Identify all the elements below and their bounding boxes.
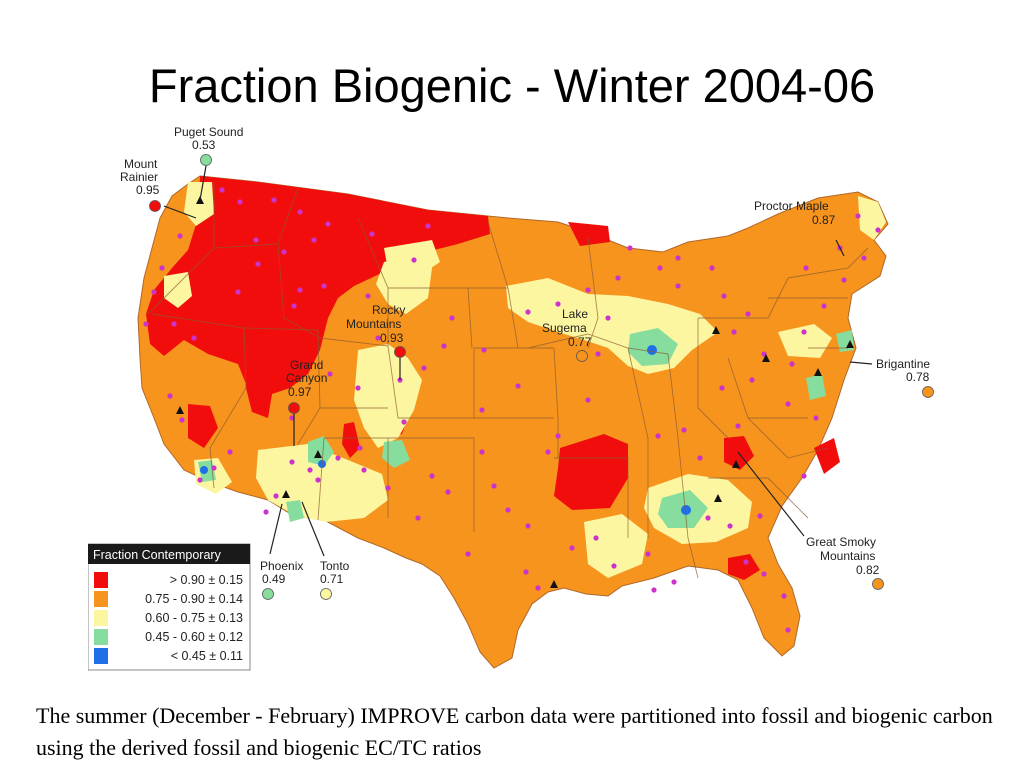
legend-label-yellow: 0.60 - 0.75 ± 0.13 — [145, 611, 243, 625]
legend-swatch-green — [94, 629, 108, 645]
legend-label-orange: 0.75 - 0.90 ± 0.14 — [145, 592, 243, 606]
blue-spot-los-angeles — [200, 466, 208, 474]
site-marker-mount-rainier — [149, 200, 161, 212]
svg-text:0.93: 0.93 — [380, 331, 404, 345]
site-label-great-smoky-mountains: Great Smoky Mountains 0.82 — [806, 535, 884, 590]
northwest-red-region — [146, 176, 490, 418]
green-region-virginia — [806, 374, 826, 400]
svg-text:Lake: Lake — [562, 307, 588, 321]
blue-spot-chicago — [647, 345, 657, 355]
site-marker-great-smoky-mountains — [872, 578, 884, 590]
yellow-region-new-york — [778, 324, 832, 358]
site-label-grand-canyon: Grand Canyon 0.97 — [286, 358, 327, 414]
slide-title: Fraction Biogenic - Winter 2004-06 — [148, 59, 876, 112]
site-marker-tonto — [320, 588, 332, 600]
legend-swatch-blue — [94, 648, 108, 664]
red-region-north-carolina — [814, 438, 840, 474]
site-label-proctor-maple: Proctor Maple 0.87 — [754, 199, 836, 227]
urban-site-markers — [176, 196, 854, 588]
svg-text:Proctor Maple: Proctor Maple — [754, 199, 829, 213]
legend-swatch-yellow — [94, 610, 108, 626]
svg-text:0.82: 0.82 — [856, 563, 880, 577]
svg-text:0.95: 0.95 — [136, 183, 160, 197]
site-marker-lake-sugema — [576, 350, 588, 362]
svg-text:0.97: 0.97 — [288, 385, 312, 399]
map-legend: Fraction Contemporary > 0.90 ± 0.15 0.75… — [88, 543, 251, 671]
svg-text:Tonto: Tonto — [320, 559, 350, 573]
site-label-mount-rainier: Mount Rainier 0.95 — [120, 157, 161, 212]
svg-text:Great Smoky: Great Smoky — [806, 535, 876, 549]
site-value-puget-sound: 0.53 — [192, 138, 216, 152]
site-label-brigantine: Brigantine 0.78 — [876, 357, 934, 398]
svg-text:Rainier: Rainier — [120, 170, 158, 184]
site-label-lake-sugema: Lake Sugema 0.77 — [542, 307, 592, 362]
legend-label-red: > 0.90 ± 0.15 — [170, 573, 243, 587]
site-marker-phoenix — [262, 588, 274, 600]
state-boundaries — [147, 182, 869, 579]
yellow-region-oregon — [164, 272, 192, 308]
site-marker-puget-sound — [200, 154, 212, 166]
leader-lines — [163, 165, 873, 557]
legend-label-blue: < 0.45 ± 0.11 — [171, 649, 243, 663]
red-region-arkansas — [554, 434, 628, 510]
red-region-great-lakes — [568, 222, 610, 246]
legend-title: Fraction Contemporary — [93, 548, 222, 562]
legend-label-green: 0.45 - 0.60 ± 0.12 — [145, 630, 243, 644]
red-region-california-east — [246, 354, 272, 418]
svg-text:Sugema: Sugema — [542, 321, 587, 335]
us-fraction-biogenic-map: Puget Sound 0.53 Mount Rainier 0.95 Rock… — [88, 125, 934, 671]
site-marker-grand-canyon — [288, 402, 300, 414]
legend-swatch-red — [94, 572, 108, 588]
site-label-phoenix: Phoenix 0.49 — [260, 559, 303, 600]
site-marker-rocky-mountains — [394, 346, 406, 358]
svg-text:Grand: Grand — [290, 358, 323, 372]
red-region-four-corners — [342, 422, 360, 458]
svg-text:0.71: 0.71 — [320, 572, 344, 586]
red-region-florida — [728, 554, 760, 580]
svg-text:0.78: 0.78 — [906, 370, 930, 384]
svg-text:0.49: 0.49 — [262, 572, 286, 586]
red-region-sierra — [188, 404, 218, 448]
blue-spot-birmingham — [681, 505, 691, 515]
slide-caption: The summer (December - February) IMPROVE… — [36, 703, 993, 760]
site-marker-brigantine — [922, 386, 934, 398]
legend-swatch-orange — [94, 591, 108, 607]
site-label-puget-sound: Puget Sound 0.53 — [174, 125, 243, 166]
svg-text:Phoenix: Phoenix — [260, 559, 303, 573]
monitoring-sites — [143, 187, 881, 633]
svg-text:Mountains: Mountains — [820, 549, 875, 563]
site-label-tonto: Tonto 0.71 — [320, 559, 350, 600]
yellow-region-north-dakota — [384, 240, 440, 274]
svg-text:Mount: Mount — [124, 157, 158, 171]
svg-text:Mountains: Mountains — [346, 317, 401, 331]
site-name-puget-sound: Puget Sound — [174, 125, 243, 139]
yellow-region-mississippi — [584, 514, 648, 578]
svg-text:0.77: 0.77 — [568, 335, 592, 349]
svg-text:0.87: 0.87 — [812, 213, 836, 227]
svg-text:Canyon: Canyon — [286, 371, 327, 385]
green-region-new-mexico — [382, 440, 410, 468]
svg-text:Rocky: Rocky — [372, 303, 405, 317]
green-region-phoenix — [308, 436, 334, 466]
site-label-rocky-mountains: Rocky Mountains 0.93 — [346, 303, 406, 358]
svg-text:Brigantine: Brigantine — [876, 357, 930, 371]
green-region-phoenix-south — [286, 500, 304, 522]
